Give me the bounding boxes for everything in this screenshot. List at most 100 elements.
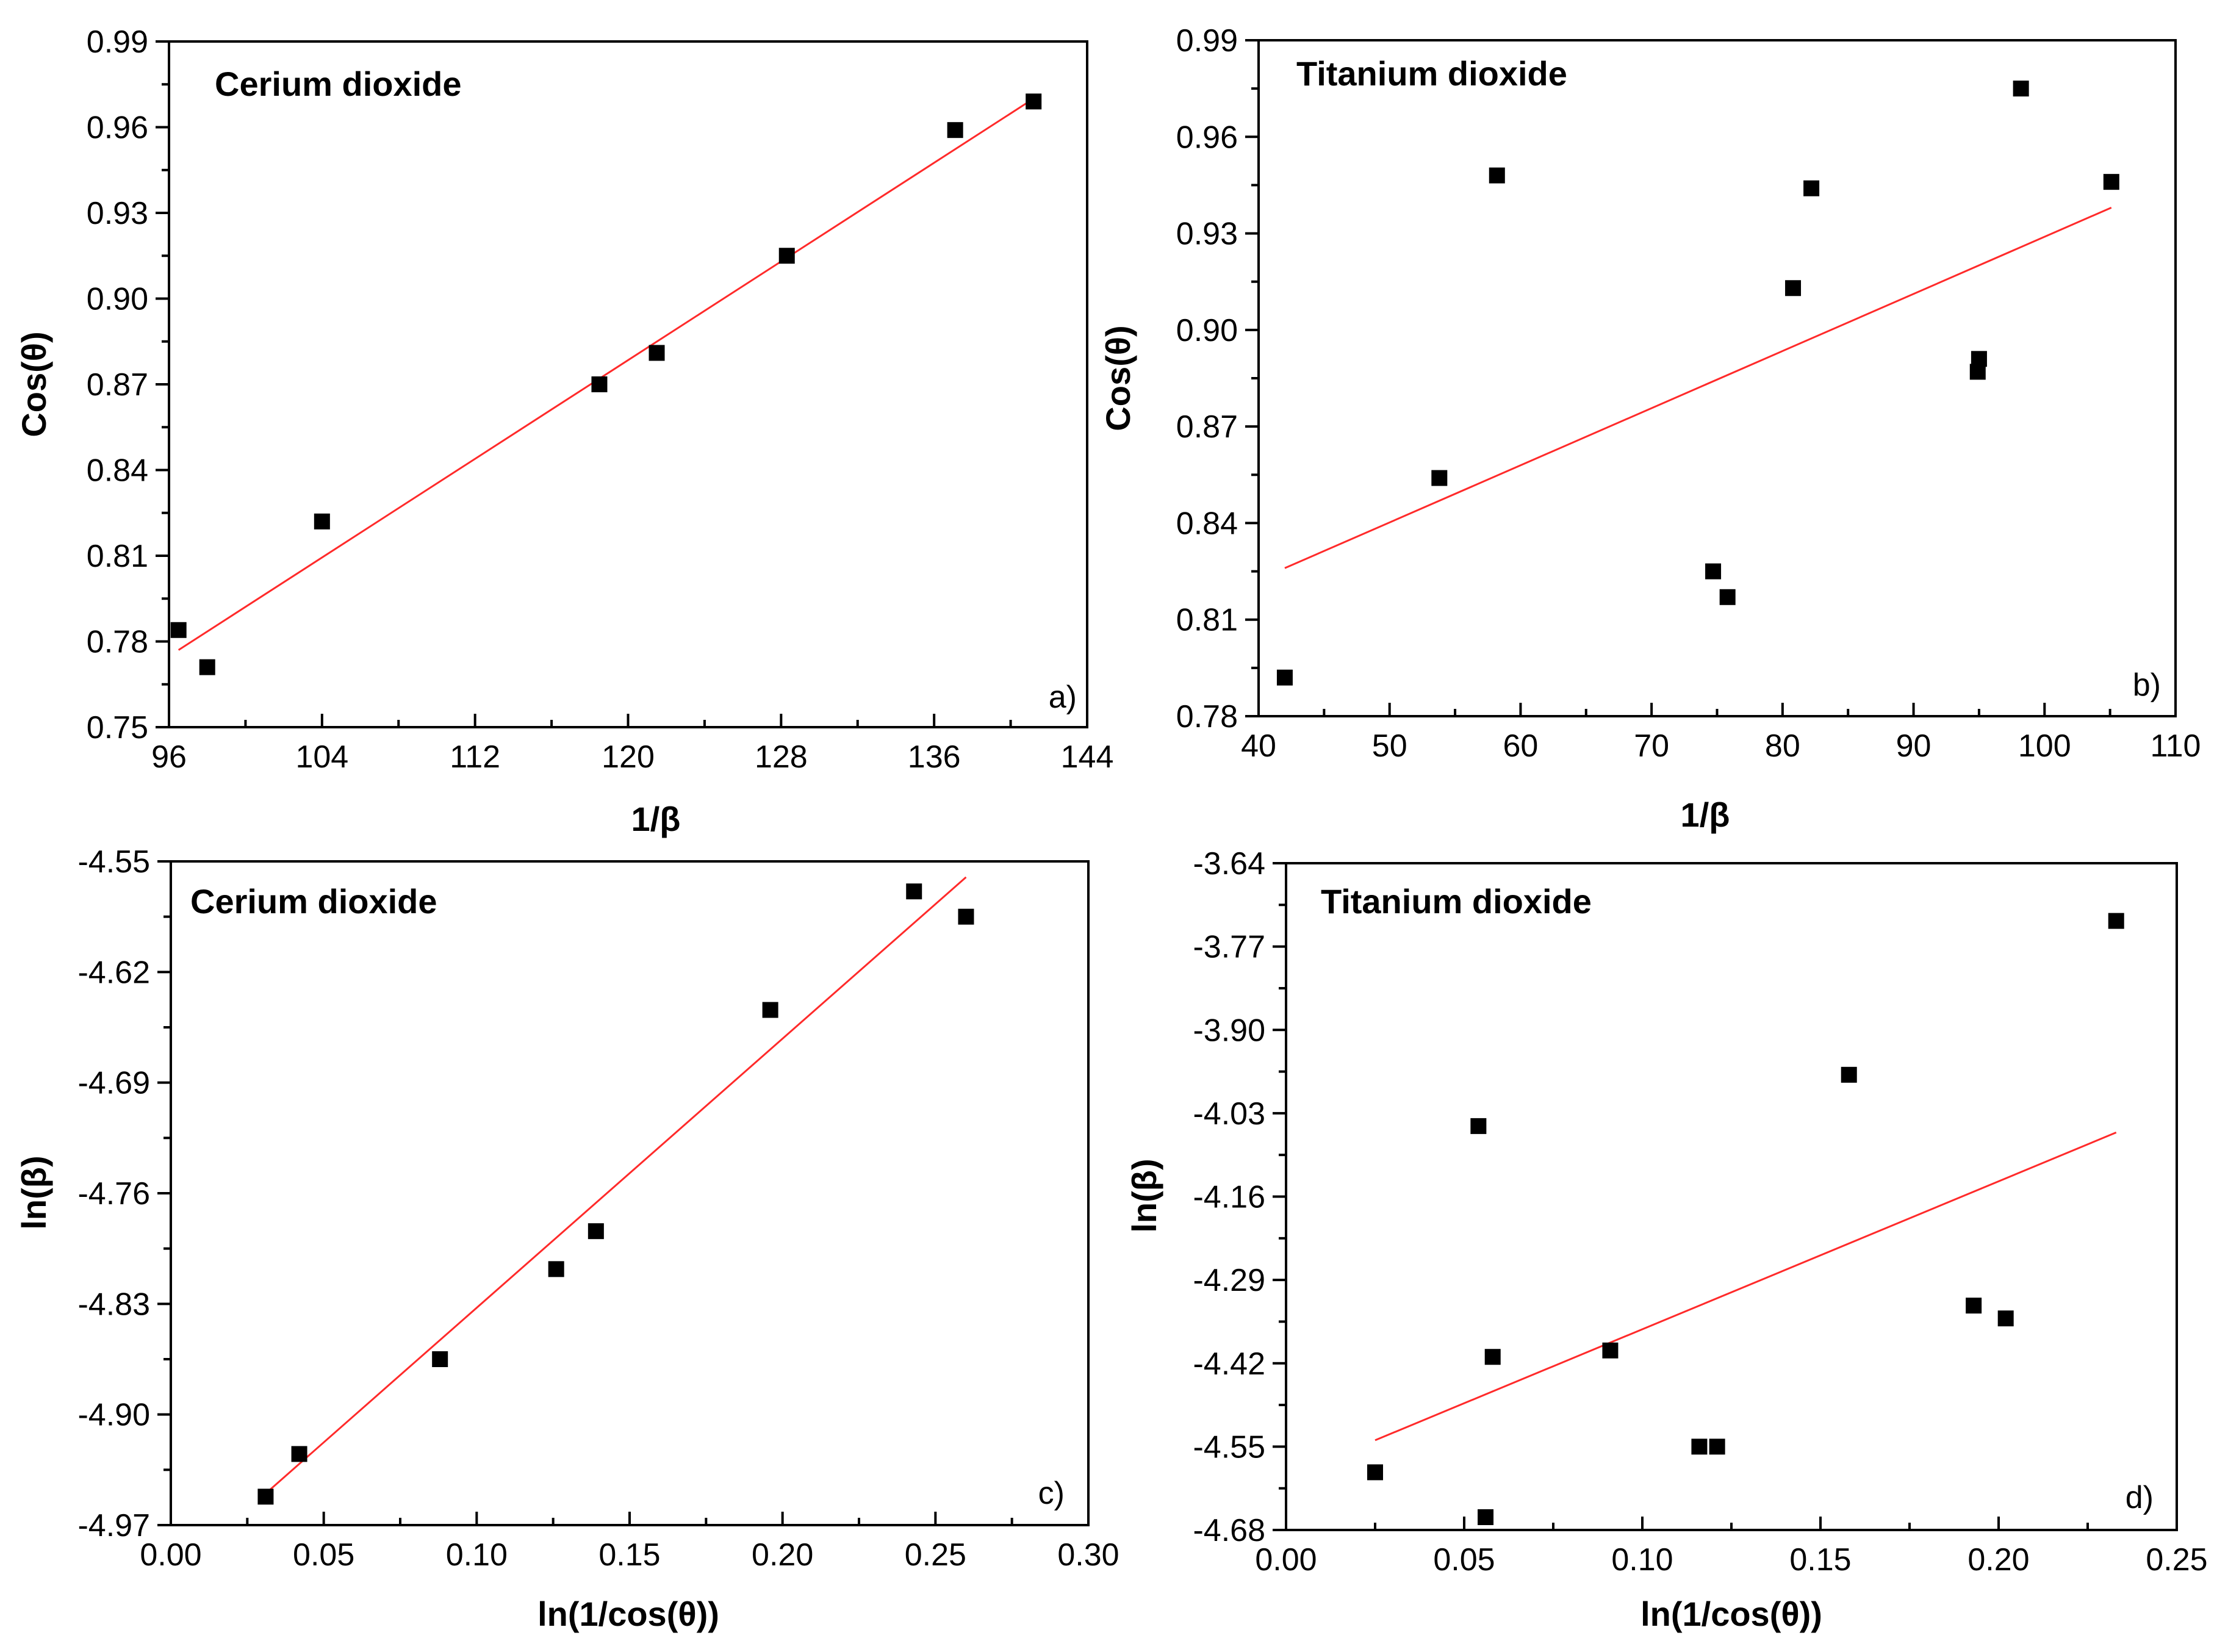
x-tick-label: 0.30 [1057, 1537, 1119, 1573]
x-tick-label: 0.25 [2146, 1542, 2207, 1578]
x-tick-label: 40 [1241, 728, 1276, 764]
y-tick-label: 0.96 [1176, 120, 1238, 155]
data-point [1705, 563, 1722, 580]
y-tick-label: 0.78 [1176, 699, 1238, 734]
data-point [1841, 1066, 1857, 1083]
y-tick-label: 0.81 [1176, 603, 1238, 638]
data-point [257, 1489, 274, 1505]
y-tick-label: -4.62 [77, 955, 150, 990]
data-point [1602, 1342, 1619, 1359]
y-tick-label: 0.93 [1176, 217, 1238, 252]
y-tick-label: 0.93 [87, 196, 148, 231]
data-point [1431, 470, 1448, 486]
data-point [1276, 669, 1293, 686]
x-tick-label: 128 [755, 739, 808, 775]
y-tick-label: 0.99 [87, 24, 148, 60]
y-axis-label: ln(β) [15, 1155, 53, 1229]
x-tick-label: 0.10 [446, 1537, 508, 1573]
data-point [1966, 1298, 1982, 1314]
x-tick-label: 70 [1634, 728, 1669, 764]
linear-fit-line [1284, 206, 2112, 569]
plot-frame [1257, 39, 2177, 717]
x-tick-label: 0.05 [1433, 1542, 1495, 1578]
x-tick-label: 0.00 [1255, 1542, 1317, 1578]
panel-c: 0.00 0.05 0.10 0.15 0.20 0.25 0.30 -4.97 -4.90 -4… [15, 844, 1119, 1633]
x-axis-label: 1/β [631, 800, 681, 838]
panel-d: 0.00 0.05 0.10 0.15 0.20 0.25 -4.68 -4.55 -4.42 -… [1125, 846, 2208, 1633]
data-point [1709, 1438, 1725, 1455]
panel-b: 40 50 60 70 80 90 100 110 0.78 0.81 0.84 0.87 0.90 0.… [1099, 23, 2201, 834]
panel-title: Titanium dioxide [1321, 882, 1592, 921]
x-axis-label: ln(1/cos(θ)) [537, 1595, 719, 1633]
panel-title: Cerium dioxide [215, 65, 462, 103]
x-tick-label: 96 [151, 739, 187, 775]
data-point [1484, 1349, 1501, 1365]
y-tick-label: -3.77 [1193, 930, 1265, 965]
y-tick-label: -4.42 [1193, 1346, 1265, 1382]
x-tick-label: 60 [1503, 728, 1539, 764]
x-tick-label: 50 [1372, 728, 1407, 764]
data-point [548, 1261, 564, 1277]
panel-tag: a) [1049, 680, 1077, 715]
y-tick-label: 0.75 [87, 710, 148, 745]
x-tick-label: 120 [602, 739, 655, 775]
x-tick-label: 0.15 [598, 1537, 660, 1573]
x-tick-label: 0.20 [1967, 1542, 2029, 1578]
data-point [432, 1351, 448, 1367]
x-tick-label: 136 [908, 739, 961, 775]
data-point [1489, 167, 1505, 184]
data-point [947, 122, 963, 138]
y-tick-label: -3.90 [1193, 1013, 1265, 1048]
data-point [1367, 1464, 1383, 1481]
data-point [1478, 1509, 1494, 1525]
y-tick-label: -4.55 [77, 844, 150, 880]
data-point [1785, 280, 1802, 296]
x-tick-label: 112 [450, 739, 500, 775]
plot-frame [168, 40, 1088, 728]
y-tick-label: -3.64 [1193, 846, 1265, 882]
x-tick-label: 0.25 [905, 1537, 966, 1573]
x-tick-label: 100 [2018, 728, 2071, 764]
y-tick-label: 0.90 [87, 282, 148, 317]
panel-tag: d) [2126, 1480, 2154, 1515]
y-tick-label: -4.29 [1193, 1263, 1265, 1298]
y-tick-label: 0.84 [1176, 506, 1238, 541]
data-point [170, 622, 187, 638]
data-point [199, 659, 215, 675]
y-tick-label: -4.16 [1193, 1180, 1265, 1215]
data-point [1803, 180, 1820, 196]
y-tick-label: 0.81 [87, 539, 148, 574]
y-tick-label: 0.87 [1176, 409, 1238, 445]
data-point [1470, 1118, 1487, 1134]
x-tick-label: 104 [295, 739, 348, 775]
data-point [2103, 174, 2119, 190]
y-tick-label: -4.90 [77, 1398, 150, 1433]
y-tick-label: -4.83 [77, 1287, 150, 1322]
x-axis-label: 1/β [1681, 795, 1730, 834]
linear-fit-line [1375, 1132, 2117, 1442]
plot-frame [170, 860, 1090, 1526]
y-tick-label: 0.78 [87, 625, 148, 660]
panel-a: 96 104 112 120 128 136 144 0.75 0.78 0.81 0.84 0.87… [15, 24, 1113, 838]
y-axis-label: ln(β) [1125, 1158, 1163, 1232]
data-point [1719, 589, 1736, 605]
y-axis-label: Cos(θ) [1099, 325, 1137, 431]
y-axis-label: Cos(θ) [15, 331, 53, 437]
y-tick-label: -4.55 [1193, 1429, 1265, 1465]
y-tick-label: 0.90 [1176, 313, 1238, 348]
x-tick-label: 0.05 [293, 1537, 354, 1573]
data-point [778, 248, 795, 264]
x-tick-label: 80 [1765, 728, 1800, 764]
data-point [591, 376, 608, 392]
x-tick-label: 0.10 [1611, 1542, 1673, 1578]
data-point [762, 1002, 778, 1018]
data-point [958, 908, 974, 925]
y-tick-label: -4.68 [1193, 1513, 1265, 1548]
data-point [2108, 913, 2124, 929]
y-tick-label: 0.99 [1176, 23, 1238, 59]
panel-title: Titanium dioxide [1296, 54, 1567, 93]
data-point [1026, 93, 1042, 110]
plot-frame [1285, 862, 2178, 1531]
data-point [2013, 81, 2029, 97]
